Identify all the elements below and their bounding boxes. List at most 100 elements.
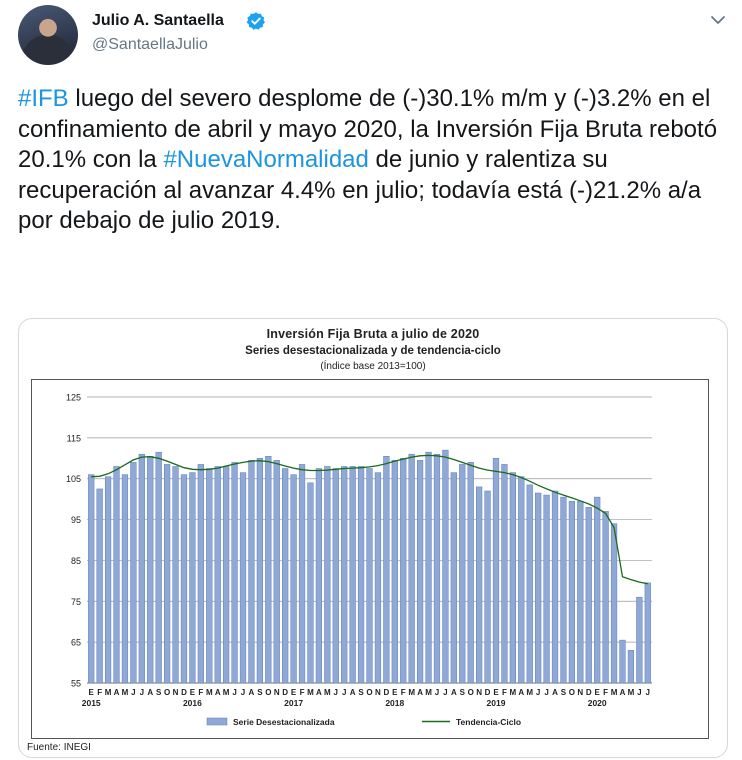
bar: [610, 523, 618, 684]
x-tick-label: N: [274, 688, 280, 697]
x-tick-label: M: [223, 688, 230, 697]
y-tick-label: 75: [71, 597, 81, 607]
year-label: 2020: [588, 698, 607, 708]
x-tick-label: J: [544, 688, 548, 697]
author-name[interactable]: Julio A. Santaella: [92, 12, 224, 29]
x-tick-label: D: [383, 688, 389, 697]
bar: [501, 464, 508, 684]
bar: [315, 468, 323, 684]
bar: [163, 464, 171, 684]
bar: [223, 466, 230, 684]
media-card[interactable]: Inversión Fija Bruta a julio de 2020 Ser…: [18, 318, 728, 758]
year-label: 2016: [183, 698, 202, 708]
bar: [130, 462, 137, 684]
bar: [543, 494, 550, 684]
bar: [644, 582, 651, 684]
x-tick-label: J: [536, 688, 540, 697]
bar: [332, 468, 339, 684]
bar: [138, 453, 145, 684]
year-label: 2018: [385, 698, 404, 708]
x-tick-label: M: [425, 688, 432, 697]
x-tick-label: J: [342, 688, 346, 697]
bar: [214, 466, 221, 684]
x-tick-label: O: [468, 688, 474, 697]
tweet-text: #IFB luego del severo desplome de (-)30.…: [18, 84, 718, 237]
x-tick-label: A: [249, 688, 255, 697]
bar: [180, 474, 188, 684]
x-tick-label: O: [265, 688, 271, 697]
x-tick-label: M: [526, 688, 533, 697]
bar: [324, 466, 331, 684]
chart-title: Inversión Fija Bruta a julio de 2020: [266, 327, 480, 341]
bar: [172, 466, 179, 684]
y-tick-label: 105: [66, 474, 81, 484]
bar: [256, 458, 263, 684]
x-tick-label: J: [334, 688, 338, 697]
x-tick-label: J: [232, 688, 236, 697]
year-label: 2019: [487, 698, 506, 708]
legend-swatch-bars: [206, 717, 228, 726]
x-tick-label: O: [366, 688, 372, 697]
y-tick-label: 65: [71, 638, 81, 648]
x-tick-label: J: [435, 688, 439, 697]
x-tick-label: F: [97, 688, 102, 697]
bar: [265, 455, 272, 684]
bar: [433, 453, 441, 684]
x-tick-label: M: [510, 688, 517, 697]
hashtag-ifb[interactable]: #IFB: [18, 85, 69, 112]
bar: [509, 472, 516, 684]
bar: [577, 500, 584, 684]
x-tick-label: S: [257, 688, 263, 697]
verified-badge-icon: [246, 12, 265, 30]
legend-label-bars: Serie Desestacionalizada: [233, 717, 335, 727]
x-tick-label: A: [620, 688, 626, 697]
chart-source: Fuente: INEGI: [27, 742, 91, 753]
bar: [484, 490, 491, 684]
bar: [273, 460, 280, 684]
bar: [568, 500, 576, 684]
bar: [459, 464, 466, 684]
x-tick-label: D: [586, 688, 592, 697]
tweet-text-part: luego del severo desplome de (-)30.1% m/…: [18, 85, 718, 173]
bar: [349, 466, 356, 684]
bar: [594, 496, 601, 684]
author-handle[interactable]: @SantaellaJulio: [92, 36, 208, 53]
x-tick-label: M: [307, 688, 314, 697]
bar: [425, 451, 432, 684]
bar: [602, 511, 609, 684]
x-tick-label: F: [401, 688, 406, 697]
bar: [341, 466, 348, 684]
bar: [535, 492, 542, 684]
bar: [155, 451, 162, 684]
x-tick-label: M: [206, 688, 213, 697]
x-tick-label: A: [417, 688, 423, 697]
chevron-down-icon[interactable]: [708, 10, 728, 30]
avatar[interactable]: [18, 5, 78, 65]
bar: [492, 458, 500, 684]
bar: [476, 486, 483, 684]
x-tick-label: D: [282, 688, 288, 697]
hashtag-nuevanormalidad[interactable]: #NuevaNormalidad: [163, 146, 369, 173]
bar: [518, 476, 525, 684]
bar: [121, 474, 129, 684]
bar: [189, 472, 196, 684]
x-tick-label: D: [181, 688, 187, 697]
bar: [96, 488, 103, 684]
bar: [383, 455, 390, 684]
x-tick-label: E: [190, 688, 196, 697]
x-tick-label: A: [215, 688, 221, 697]
bar: [400, 458, 407, 684]
x-tick-label: M: [611, 688, 618, 697]
chart-note: (Índice base 2013=100): [320, 361, 426, 372]
x-tick-label: E: [89, 688, 95, 697]
bar: [374, 472, 382, 684]
tweet-text-part: de junio y ralentiza su recuperación al …: [18, 146, 702, 234]
x-tick-label: E: [392, 688, 398, 697]
x-tick-label: A: [518, 688, 524, 697]
bar: [357, 466, 365, 684]
bar: [391, 460, 398, 684]
legend-label-trend: Tendencia-Ciclo: [456, 717, 521, 727]
x-tick-label: M: [408, 688, 415, 697]
x-tick-label: F: [603, 688, 608, 697]
